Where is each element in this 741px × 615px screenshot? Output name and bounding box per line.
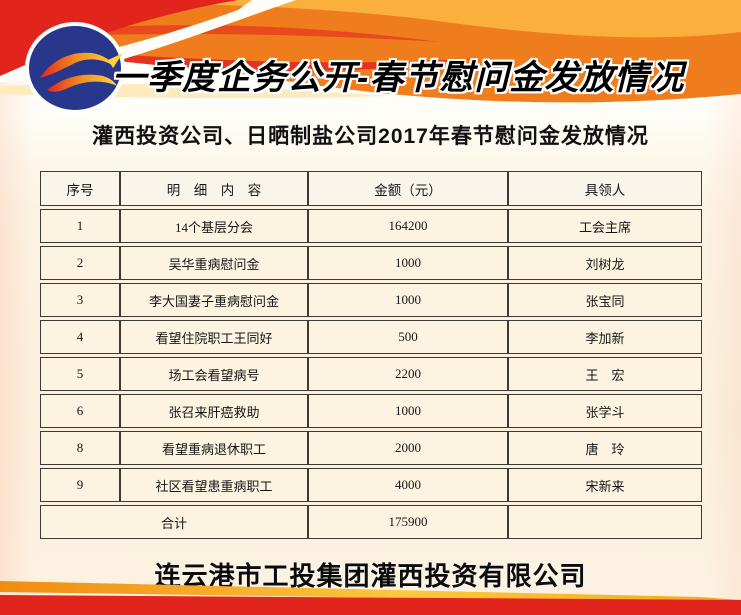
amount-cell: 2200 — [308, 357, 508, 391]
table-row: 5 场工会看望病号 2200 王 宏 — [40, 357, 702, 391]
top-banner-wave-graphic — [0, 0, 741, 103]
detail-cell: 看望重病退休职工 — [120, 431, 308, 465]
company-logo-icon — [25, 22, 125, 114]
subtitle: 灌西投资公司、日晒制盐公司2017年春节慰问金发放情况 — [92, 125, 649, 148]
serial-cell: 5 — [40, 357, 120, 391]
distribution-table: 序号 明 细 内 容 金额（元） 具领人 1 14个基层分会 164200 工会… — [40, 168, 702, 542]
total-row: 合计 175900 — [40, 505, 702, 539]
amount-cell: 1000 — [308, 394, 508, 428]
amount-cell: 4000 — [308, 468, 508, 502]
serial-cell: 2 — [40, 246, 120, 280]
amount-cell: 500 — [308, 320, 508, 354]
total-label-cell: 合计 — [40, 505, 308, 539]
page-title: 一季度企务公开-春节慰问金发放情况 — [112, 59, 685, 97]
recipient-cell: 张学斗 — [508, 394, 702, 428]
column-header-amount: 金额（元） — [308, 171, 508, 206]
serial-cell: 1 — [40, 209, 120, 243]
serial-cell: 3 — [40, 283, 120, 317]
table-header-row: 序号 明 细 内 容 金额（元） 具领人 — [40, 171, 702, 206]
serial-cell: 4 — [40, 320, 120, 354]
total-amount-cell: 175900 — [308, 505, 508, 539]
column-header-detail: 明 细 内 容 — [120, 171, 308, 206]
column-header-serial: 序号 — [40, 171, 120, 206]
table-row: 8 看望重病退休职工 2000 唐 玲 — [40, 431, 702, 465]
serial-cell: 6 — [40, 394, 120, 428]
serial-cell: 9 — [40, 468, 120, 502]
table-row: 9 社区看望患重病职工 4000 宋新来 — [40, 468, 702, 502]
footer-company-name: 连云港市工投集团灌西投资有限公司 — [154, 561, 587, 591]
detail-cell: 李大国妻子重病慰问金 — [120, 283, 308, 317]
table-row: 3 李大国妻子重病慰问金 1000 张宝同 — [40, 283, 702, 317]
recipient-cell: 宋新来 — [508, 468, 702, 502]
table-row: 1 14个基层分会 164200 工会主席 — [40, 209, 702, 243]
table-row: 6 张召来肝癌救助 1000 张学斗 — [40, 394, 702, 428]
detail-cell: 场工会看望病号 — [120, 357, 308, 391]
table-row: 2 吴华重病慰问金 1000 刘树龙 — [40, 246, 702, 280]
detail-cell: 吴华重病慰问金 — [120, 246, 308, 280]
recipient-cell: 李加新 — [508, 320, 702, 354]
recipient-cell: 张宝同 — [508, 283, 702, 317]
amount-cell: 1000 — [308, 246, 508, 280]
serial-cell: 8 — [40, 431, 120, 465]
amount-cell: 2000 — [308, 431, 508, 465]
amount-cell: 1000 — [308, 283, 508, 317]
detail-cell: 看望住院职工王同好 — [120, 320, 308, 354]
detail-cell: 14个基层分会 — [120, 209, 308, 243]
total-recipient-cell — [508, 505, 702, 539]
recipient-cell: 刘树龙 — [508, 246, 702, 280]
detail-cell: 社区看望患重病职工 — [120, 468, 308, 502]
amount-cell: 164200 — [308, 209, 508, 243]
detail-cell: 张召来肝癌救助 — [120, 394, 308, 428]
table-row: 4 看望住院职工王同好 500 李加新 — [40, 320, 702, 354]
bottom-wave-graphic — [0, 581, 741, 615]
recipient-cell: 工会主席 — [508, 209, 702, 243]
table-body: 1 14个基层分会 164200 工会主席 2 吴华重病慰问金 1000 刘树龙… — [40, 209, 702, 502]
column-header-recipient: 具领人 — [508, 171, 702, 206]
recipient-cell: 唐 玲 — [508, 431, 702, 465]
recipient-cell: 王 宏 — [508, 357, 702, 391]
